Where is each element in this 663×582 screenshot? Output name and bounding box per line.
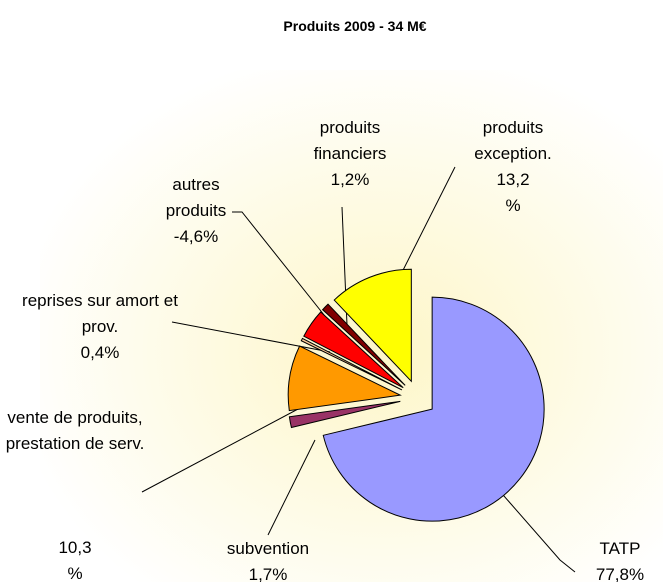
pie-slice [288,400,401,429]
pie-slice [333,268,412,383]
leader-line [232,211,341,336]
chart-title: Produits 2009 - 34 M€ [283,18,427,34]
data-label-value: 1,7% [248,565,288,582]
data-label-name: vente de produits, prestation de serv. [5,408,145,453]
data-label-value: -4,6% [173,227,219,246]
leader-line [141,399,316,493]
data-label-name: autres produits [165,175,227,220]
plot-area [40,70,663,582]
leader-line [489,479,576,573]
data-label-name: produits exception. [474,118,552,163]
leader-line [171,321,331,353]
data-label-name: reprises sur amort et prov. [22,291,178,336]
data-label-value: 0,4% [80,343,120,362]
data-label-name: TATP [599,539,641,558]
pie-slice [321,303,406,386]
data-label-value: 13,2 % [496,170,530,215]
data-label-name: produits financiers [313,118,387,163]
pie-slice [300,337,403,391]
data-label-value: 1,2% [330,170,370,189]
data-label-name: subvention [226,539,310,558]
pie-slice [287,345,402,412]
data-label-value: 10,3 % [58,538,92,582]
pie-slice [303,311,404,389]
leader-line [267,439,316,536]
pie-slice [322,296,545,522]
data-label-value: 77,8% [595,565,645,582]
